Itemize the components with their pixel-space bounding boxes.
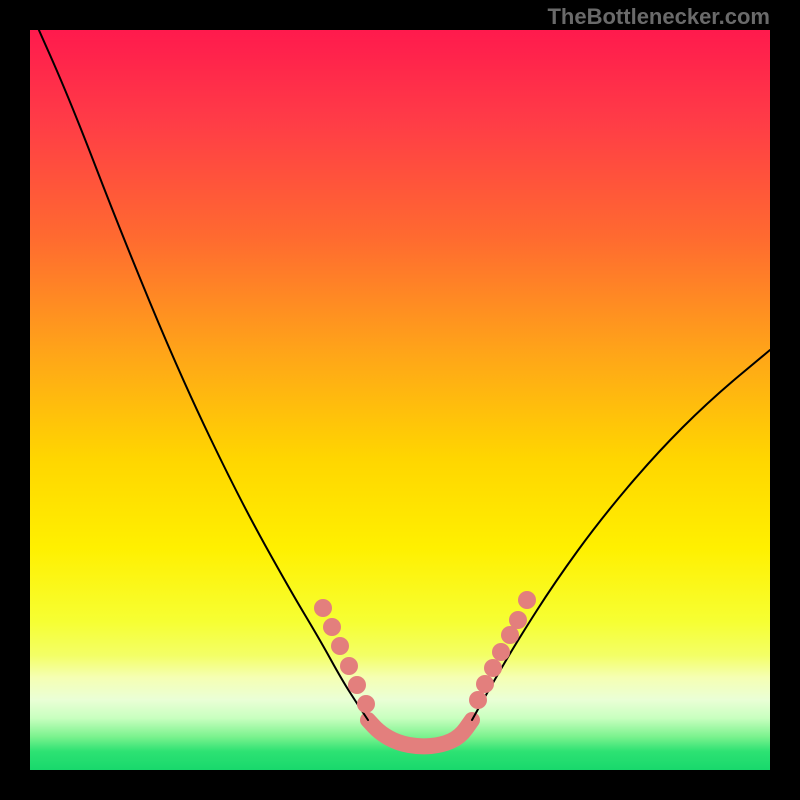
data-dots-right [469, 591, 536, 709]
data-point [469, 691, 487, 709]
data-point [509, 611, 527, 629]
data-dots-left [314, 599, 375, 713]
data-point [357, 695, 375, 713]
chart-container: TheBottlenecker.com [0, 0, 800, 800]
data-point [323, 618, 341, 636]
curve-bottom-band [368, 720, 472, 746]
data-point [348, 676, 366, 694]
data-point [492, 643, 510, 661]
data-point [340, 657, 358, 675]
plot-svg [0, 0, 800, 800]
data-point [518, 591, 536, 609]
data-point [476, 675, 494, 693]
data-point [484, 659, 502, 677]
data-point [331, 637, 349, 655]
watermark-text: TheBottlenecker.com [547, 4, 770, 30]
v-curve-right [472, 350, 770, 720]
data-point [314, 599, 332, 617]
